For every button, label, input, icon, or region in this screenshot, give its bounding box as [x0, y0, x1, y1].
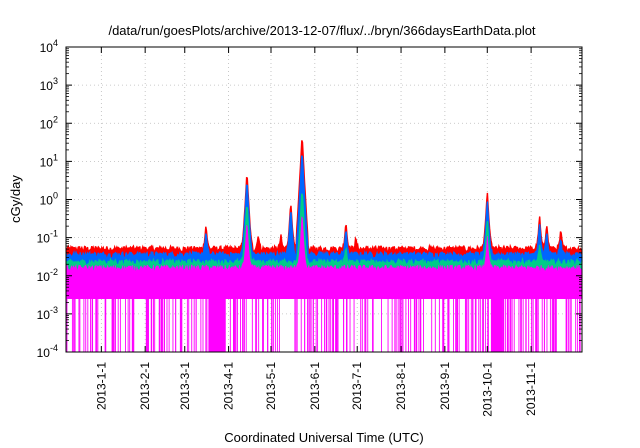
x-tick-label: 2013-11-1: [524, 362, 538, 416]
y-tick-exponent: -4: [50, 343, 58, 353]
x-tick-label: 2013-6-1: [308, 362, 322, 410]
x-tick-label: 2013-10-1: [480, 362, 494, 417]
y-tick-label: 10-2: [37, 267, 58, 284]
y-tick-label: 101: [40, 152, 58, 169]
y-tick-exponent: -1: [50, 229, 58, 239]
x-axis-label: Coordinated Universal Time (UTC): [224, 430, 423, 445]
y-tick-label: 10-1: [37, 229, 58, 246]
series-band: [65, 216, 583, 300]
y-tick-exponent: -2: [50, 267, 58, 277]
y-axis-label: cGy/day: [8, 175, 23, 223]
chart-title: /data/run/goesPlots/archive/2013-12-07/f…: [108, 23, 535, 38]
x-tick-label: 2013-4-1: [222, 362, 236, 410]
series-line: [65, 155, 583, 262]
y-tick-label: 102: [40, 114, 58, 131]
series-dropout-band: [491, 298, 503, 352]
series-line: [65, 193, 583, 269]
x-tick-label: 2013-1-1: [94, 362, 108, 410]
x-tick-label: 2013-9-1: [438, 362, 452, 410]
y-tick-exponent: 2: [53, 114, 58, 124]
y-tick-label: 10-4: [37, 343, 58, 360]
x-tick-label: 2013-3-1: [178, 362, 192, 410]
y-tick-exponent: 0: [53, 191, 58, 201]
y-tick-label: 10-3: [37, 305, 58, 322]
y-tick-label: 104: [40, 38, 58, 55]
grid-lines: [66, 47, 582, 352]
x-tick-label: 2013-8-1: [394, 362, 408, 410]
series-dropout-band: [208, 298, 226, 352]
x-tick-label: 2013-2-1: [138, 362, 152, 410]
series-layer: [65, 140, 583, 352]
y-tick-exponent: 1: [53, 152, 58, 162]
series-line: [65, 140, 583, 256]
y-tick-label: 103: [40, 76, 58, 93]
y-tick-exponent: 4: [53, 38, 58, 48]
x-tick-label: 2013-5-1: [264, 362, 278, 410]
y-tick-label: 100: [40, 191, 58, 208]
y-tick-exponent: 3: [53, 76, 58, 86]
series-fill: [66, 140, 582, 259]
y-tick-exponent: -3: [50, 305, 58, 315]
plot-frame: [65, 46, 583, 353]
x-tick-label: 2013-7-1: [350, 362, 364, 410]
